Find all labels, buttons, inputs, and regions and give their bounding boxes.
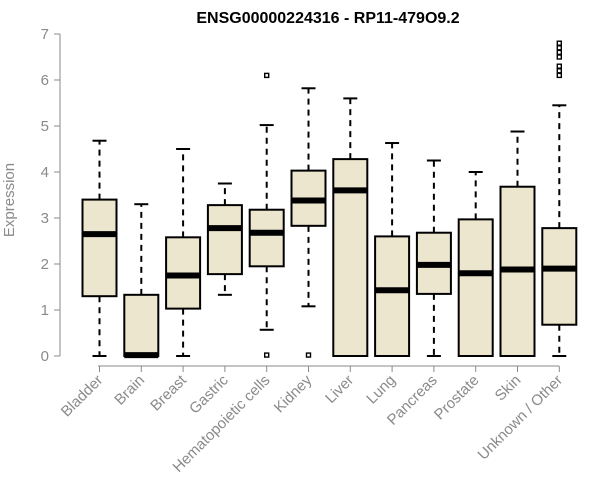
box-iqr bbox=[374, 235, 411, 357]
box-iqr bbox=[457, 218, 494, 357]
box-breast bbox=[165, 148, 202, 357]
box-hematopoietic-cells bbox=[248, 72, 285, 358]
box-kidney bbox=[290, 87, 327, 358]
box-iqr bbox=[81, 198, 118, 298]
y-tick-label: 7 bbox=[41, 26, 49, 43]
x-tick-label: Skin bbox=[492, 372, 525, 405]
x-tick-label: Lung bbox=[363, 372, 399, 408]
box-iqr bbox=[206, 204, 243, 276]
outlier-point bbox=[556, 54, 562, 60]
box-skin bbox=[499, 130, 536, 357]
outlier-point bbox=[556, 40, 562, 46]
x-tick-label: Liver bbox=[322, 372, 357, 407]
box-bladder bbox=[81, 139, 118, 357]
x-tick-label: Bladder bbox=[58, 372, 107, 421]
y-tick-label: 3 bbox=[41, 210, 49, 227]
y-tick-label: 0 bbox=[41, 348, 49, 365]
box-iqr bbox=[541, 227, 578, 326]
y-tick-label: 1 bbox=[41, 302, 49, 319]
outlier-point bbox=[264, 352, 270, 358]
y-tick-label: 6 bbox=[41, 72, 49, 89]
box-series bbox=[81, 40, 578, 359]
y-tick-label: 2 bbox=[41, 256, 49, 273]
box-prostate bbox=[457, 171, 494, 357]
y-tick-label: 5 bbox=[41, 118, 49, 135]
x-tick-label: Breast bbox=[147, 371, 190, 414]
outlier-point bbox=[556, 72, 562, 79]
box-iqr bbox=[123, 293, 160, 358]
x-tick-label: Kidney bbox=[271, 371, 316, 416]
outlier-point bbox=[556, 45, 562, 51]
chart-title: ENSG00000224316 - RP11-479O9.2 bbox=[196, 10, 459, 27]
x-tick-label: Brain bbox=[111, 372, 148, 409]
box-iqr bbox=[248, 208, 285, 268]
outlier-point bbox=[556, 68, 562, 74]
outlier-point bbox=[305, 352, 312, 358]
outlier-point bbox=[556, 49, 562, 56]
box-lung bbox=[374, 142, 411, 357]
y-axis-ticks: 0 1 2 3 4 5 6 7 bbox=[41, 26, 60, 365]
y-axis-label: Expression bbox=[1, 163, 18, 237]
box-brain bbox=[123, 203, 160, 359]
outlier-point bbox=[264, 72, 270, 79]
box-gastric bbox=[206, 182, 243, 296]
outlier-point bbox=[556, 63, 562, 69]
box-unknown-other bbox=[541, 40, 578, 357]
y-tick-label: 4 bbox=[41, 164, 49, 181]
box-liver bbox=[332, 97, 369, 357]
box-pancreas bbox=[415, 159, 452, 357]
x-tick-label: Prostate bbox=[431, 372, 483, 424]
